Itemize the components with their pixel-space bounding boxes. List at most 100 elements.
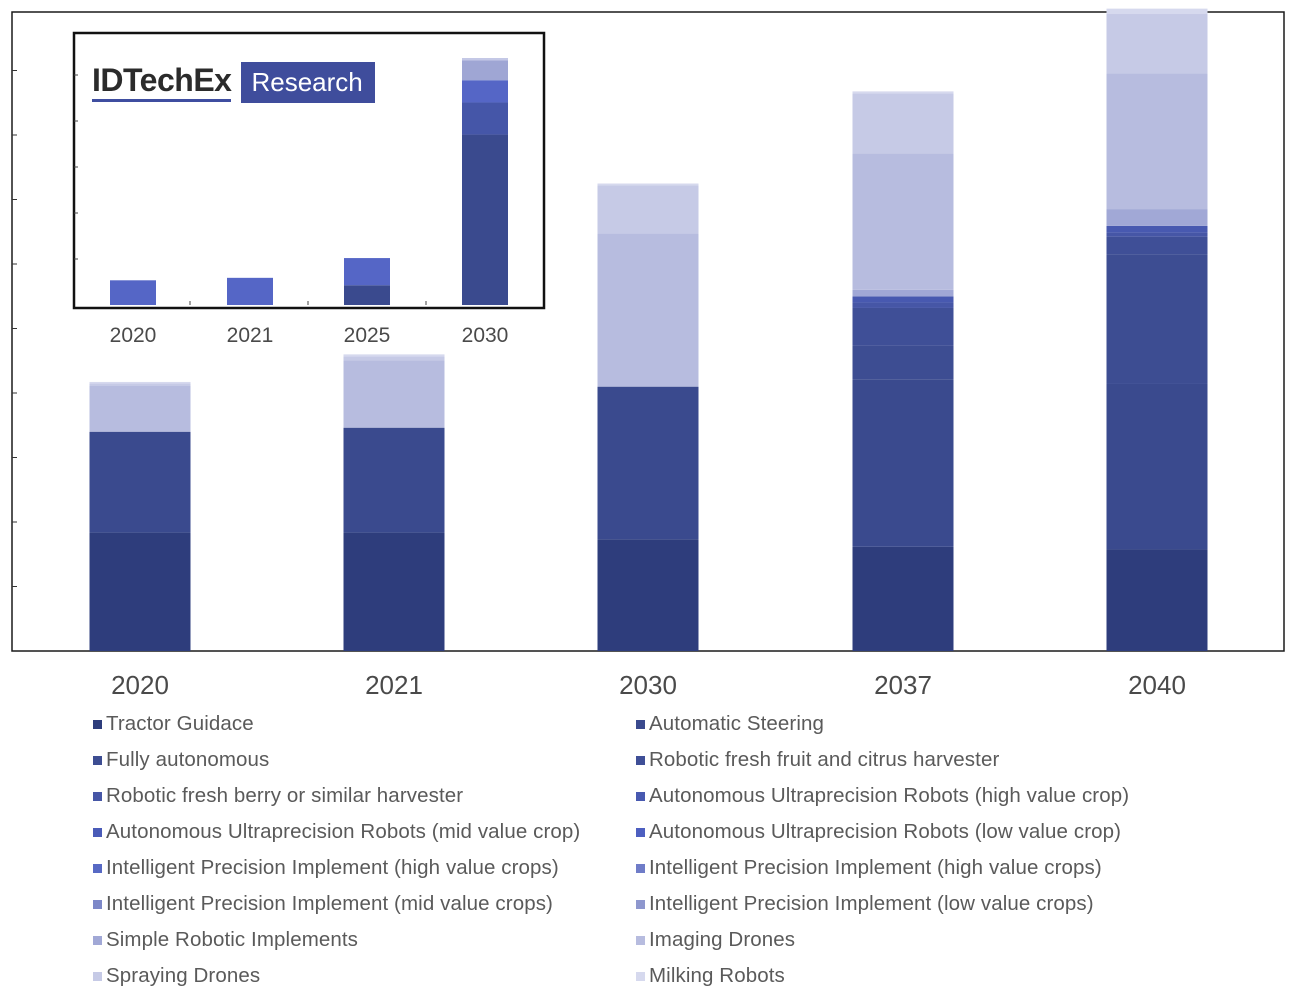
legend-label: Simple Robotic Implements <box>106 928 359 951</box>
bar-2030-series-14 <box>597 185 699 234</box>
main-bars <box>89 8 1208 651</box>
inset-bar-2030-segment-0 <box>462 134 508 305</box>
legend-label: Autonomous Ultraprecision Robots (low va… <box>649 820 1122 843</box>
legend-item: Spraying Drones <box>93 958 260 994</box>
legend-item: Intelligent Precision Implement (mid val… <box>93 886 553 922</box>
inset-bar-2030-segment-1 <box>462 102 508 135</box>
inset-bars <box>110 58 508 305</box>
legend-label: Tractor Guidace <box>106 712 254 735</box>
bar-2021-series-15 <box>343 354 445 357</box>
bar-2020-series-13 <box>89 385 191 432</box>
legend-label: Autonomous Ultraprecision Robots (high v… <box>649 784 1130 807</box>
inset-bar-2030-segment-3 <box>462 60 508 81</box>
bar-2040-series-13 <box>1106 73 1208 210</box>
bar-2037-series-14 <box>852 93 954 154</box>
legend-item: Intelligent Precision Implement (low val… <box>636 886 1094 922</box>
legend-label: Intelligent Precision Implement (high va… <box>106 856 559 879</box>
main-x-tick-label: 2037 <box>874 670 932 700</box>
bar-2021-series-13 <box>343 360 445 428</box>
main-x-tick-label: 2030 <box>619 670 677 700</box>
legend-item: Autonomous Ultraprecision Robots (mid va… <box>93 814 580 850</box>
bar-2030-series-15 <box>597 183 699 186</box>
bar-2040-series-1 <box>1106 383 1208 550</box>
legend-label: Autonomous Ultraprecision Robots (mid va… <box>106 820 581 843</box>
legend-swatch <box>93 971 102 981</box>
legend-item: Fully autonomous <box>93 742 269 778</box>
legend-swatch <box>93 899 102 909</box>
chart-legend: Tractor Guidace Automatic Steering Fully a… <box>0 706 1296 998</box>
bar-2037-series-1 <box>852 379 954 547</box>
bar-2021-series-14 <box>343 356 445 361</box>
bar-2020-series-0 <box>89 532 191 651</box>
inset-x-tick-label: 2020 <box>110 324 157 347</box>
legend-item: Imaging Drones <box>636 922 795 958</box>
legend-item: Intelligent Precision Implement (high va… <box>636 850 1102 886</box>
bar-2040-series-14 <box>1106 14 1208 74</box>
legend-label: Milking Robots <box>649 964 785 987</box>
main-x-axis-labels: 2020 2021 2030 2037 2040 <box>111 670 1186 700</box>
bar-2037-series-15 <box>852 91 954 94</box>
legend-swatch <box>93 719 102 729</box>
legend-item: Automatic Steering <box>636 706 824 742</box>
bar-2040-series-0 <box>1106 549 1208 651</box>
legend-item: Intelligent Precision Implement (high va… <box>93 850 559 886</box>
legend-swatch <box>93 935 102 945</box>
inset-axis-ticks <box>74 74 427 305</box>
bar-2020-series-15 <box>89 381 191 384</box>
logo-name: IDTechEx <box>92 63 232 102</box>
legend-swatch <box>636 863 645 873</box>
bar-2037-series-5 <box>852 296 954 303</box>
legend-swatch <box>93 791 102 801</box>
inset-x-tick-label: 2021 <box>227 324 274 347</box>
legend-item: Autonomous Ultraprecision Robots (low va… <box>636 814 1121 850</box>
legend-label: Imaging Drones <box>649 928 796 951</box>
bar-2037-series-12 <box>852 289 954 297</box>
inset-x-axis-labels: 2020 2021 2025 2030 <box>110 324 509 347</box>
bar-2037-series-3 <box>852 307 954 346</box>
main-x-tick-label: 2020 <box>111 670 169 700</box>
legend-swatch <box>93 755 102 765</box>
bar-2021-series-0 <box>343 532 445 651</box>
legend-swatch <box>636 791 645 801</box>
bar-2037-series-4 <box>852 302 954 308</box>
bar-2030-series-0 <box>597 539 699 651</box>
bar-2040-series-12 <box>1106 209 1208 226</box>
logo-badge: Research <box>241 61 375 103</box>
legend-swatch <box>636 719 645 729</box>
legend-swatch <box>636 899 645 909</box>
legend-item: Milking Robots <box>636 958 785 994</box>
main-x-tick-label: 2040 <box>1128 670 1186 700</box>
legend-label: Robotic fresh berry or similar harvester <box>106 784 464 807</box>
bar-2030-series-13 <box>597 233 699 387</box>
bar-2037-series-0 <box>852 546 954 651</box>
main-y-axis-ticks <box>12 70 17 587</box>
bar-2037-series-13 <box>852 153 954 290</box>
bar-2040-series-4 <box>1106 232 1208 237</box>
legend-swatch <box>93 863 102 873</box>
legend-label: Spraying Drones <box>106 964 261 987</box>
legend-label: Intelligent Precision Implement (low val… <box>649 892 1094 915</box>
bar-2030-series-1 <box>597 386 699 540</box>
legend-item: Simple Robotic Implements <box>93 922 358 958</box>
legend-item: Robotic fresh berry or similar harvester <box>93 778 463 814</box>
idtechex-logo: IDTechEx Research <box>92 60 375 104</box>
inset-bar-2030-segment-2 <box>462 80 508 103</box>
inset-bar-2025-segment-0 <box>344 285 390 305</box>
bar-2040-series-5 <box>1106 225 1208 233</box>
bar-2037-series-2 <box>852 345 954 380</box>
inset-bar-2021-segment-2 <box>227 277 273 305</box>
legend-label: Automatic Steering <box>649 712 824 735</box>
bar-2020-series-1 <box>89 431 191 533</box>
legend-swatch <box>636 935 645 945</box>
legend-item: Robotic fresh fruit and citrus harvester <box>636 742 999 778</box>
legend-swatch <box>636 755 645 765</box>
inset-x-tick-label: 2030 <box>462 324 509 347</box>
inset-bar-2020-segment-2 <box>110 280 156 305</box>
legend-swatch <box>636 971 645 981</box>
legend-label: Fully autonomous <box>106 748 270 771</box>
bar-2020-series-14 <box>89 383 191 386</box>
legend-swatch <box>93 827 102 837</box>
main-chart: 2020 2021 2030 2037 2040 2020 2021 2025 2030 <box>11 8 1285 700</box>
inset-x-tick-label: 2025 <box>344 324 391 347</box>
inset-bar-2025-segment-2 <box>344 258 390 286</box>
